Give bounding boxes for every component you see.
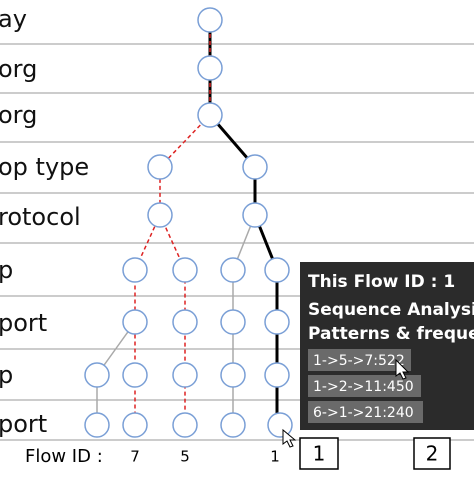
- pattern-item[interactable]: [308, 375, 421, 397]
- row-lines: [0, 43, 474, 441]
- pattern-item[interactable]: [308, 349, 411, 371]
- flow-id: 7: [130, 448, 140, 466]
- row-label: org: [0, 101, 37, 129]
- page-button[interactable]: [299, 437, 339, 470]
- tooltip-title: This Flow ID : 1: [308, 272, 455, 292]
- row-label: port: [0, 309, 47, 337]
- page-button[interactable]: [413, 437, 451, 470]
- flow-id: 1: [270, 448, 280, 466]
- row-label: op type: [0, 153, 89, 181]
- row-label: rotocol: [0, 203, 81, 231]
- tooltip-line: Sequence Analysi: [308, 300, 474, 320]
- pattern-item[interactable]: [308, 401, 423, 423]
- nodes: [84, 7, 293, 438]
- tooltip: This Flow ID : 1 Sequence Analysi Patter…: [300, 262, 474, 430]
- flow-id-label: Flow ID :: [25, 446, 103, 467]
- row-label: ay: [0, 5, 27, 33]
- tooltip-line: Patterns & freque: [308, 324, 474, 344]
- cursor: [282, 428, 297, 448]
- page-label: 2: [426, 442, 439, 466]
- cursor: [395, 358, 410, 380]
- pattern-text: 6->1->21:240: [313, 405, 414, 421]
- row-label: p: [0, 256, 13, 284]
- row-label: org: [0, 55, 37, 83]
- page-label: 1: [313, 442, 326, 466]
- row-label: port: [0, 410, 47, 438]
- pattern-text: 1->5->7:522: [313, 353, 405, 369]
- row-label: p: [0, 361, 13, 389]
- flow-id: 5: [180, 448, 190, 466]
- pattern-text: 1->2->11:450: [313, 379, 414, 395]
